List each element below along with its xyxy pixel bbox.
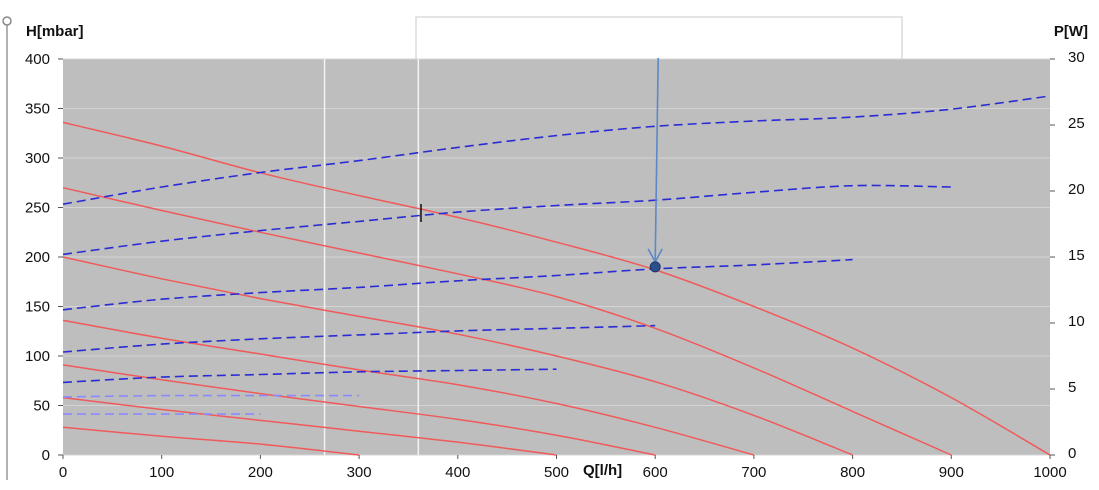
head-curve bbox=[62, 319, 755, 456]
y-axis-right-title: P[W] bbox=[1054, 23, 1088, 40]
y-axis-left-title: H[mbar] bbox=[26, 23, 84, 40]
x-tick-label: 900 bbox=[939, 464, 964, 481]
y-left-tick-label: 250 bbox=[25, 200, 50, 217]
y-left-tick-label: 300 bbox=[25, 150, 50, 167]
y-left-tick-label: 350 bbox=[25, 101, 50, 118]
x-tick-label: 400 bbox=[445, 464, 470, 481]
head-curve bbox=[62, 364, 656, 456]
tick-labels: 0 100 200 300 400 500 600 700 800 900 100005010015… bbox=[25, 49, 1085, 481]
power-curve bbox=[62, 324, 656, 353]
pointer-line bbox=[654, 57, 659, 261]
y-left-tick-label: 200 bbox=[25, 249, 50, 266]
y-left-tick-label: 50 bbox=[33, 398, 50, 415]
header-box bbox=[415, 16, 903, 60]
y-right-tick-label: 25 bbox=[1068, 115, 1085, 132]
power-curve bbox=[62, 95, 1051, 205]
y-right-tick-label: 10 bbox=[1068, 313, 1085, 330]
y-right-tick-label: 0 bbox=[1068, 445, 1076, 462]
power-curve bbox=[62, 394, 360, 398]
y-left-tick-label: 0 bbox=[42, 447, 50, 464]
head-curve bbox=[62, 396, 557, 456]
x-tick-label: 1000 bbox=[1033, 464, 1066, 481]
y-right-tick-label: 30 bbox=[1068, 49, 1085, 66]
x-tick-label: 500 bbox=[544, 464, 569, 481]
power-curve bbox=[62, 258, 853, 311]
x-tick-label: 700 bbox=[741, 464, 766, 481]
power-curves bbox=[62, 95, 1051, 415]
power-curve bbox=[62, 368, 557, 384]
x-tick-label: 100 bbox=[149, 464, 174, 481]
y-left-tick-label: 400 bbox=[25, 51, 50, 68]
y-left-tick-label: 100 bbox=[25, 348, 50, 365]
x-axis-title: Q[l/h] bbox=[583, 462, 622, 479]
operating-point[interactable] bbox=[649, 261, 661, 273]
head-curve bbox=[62, 256, 853, 456]
x-tick-label: 300 bbox=[347, 464, 372, 481]
power-curve bbox=[62, 184, 952, 256]
head-curve bbox=[62, 426, 360, 456]
head-curve bbox=[62, 121, 1051, 456]
x-tick-label: 600 bbox=[643, 464, 668, 481]
y-right-tick-label: 15 bbox=[1068, 247, 1085, 264]
marker-lines bbox=[323, 59, 420, 455]
x-tick-label: 0 bbox=[59, 464, 67, 481]
left-edge-knob[interactable] bbox=[2, 16, 12, 26]
x-tick-label: 800 bbox=[840, 464, 865, 481]
y-right-tick-label: 5 bbox=[1068, 379, 1076, 396]
y-right-tick-label: 20 bbox=[1068, 181, 1085, 198]
y-left-tick-label: 150 bbox=[25, 299, 50, 316]
x-tick-label: 200 bbox=[248, 464, 273, 481]
operating-point-overlay bbox=[420, 57, 663, 273]
head-curves bbox=[62, 121, 1051, 456]
head-curve bbox=[62, 186, 952, 456]
